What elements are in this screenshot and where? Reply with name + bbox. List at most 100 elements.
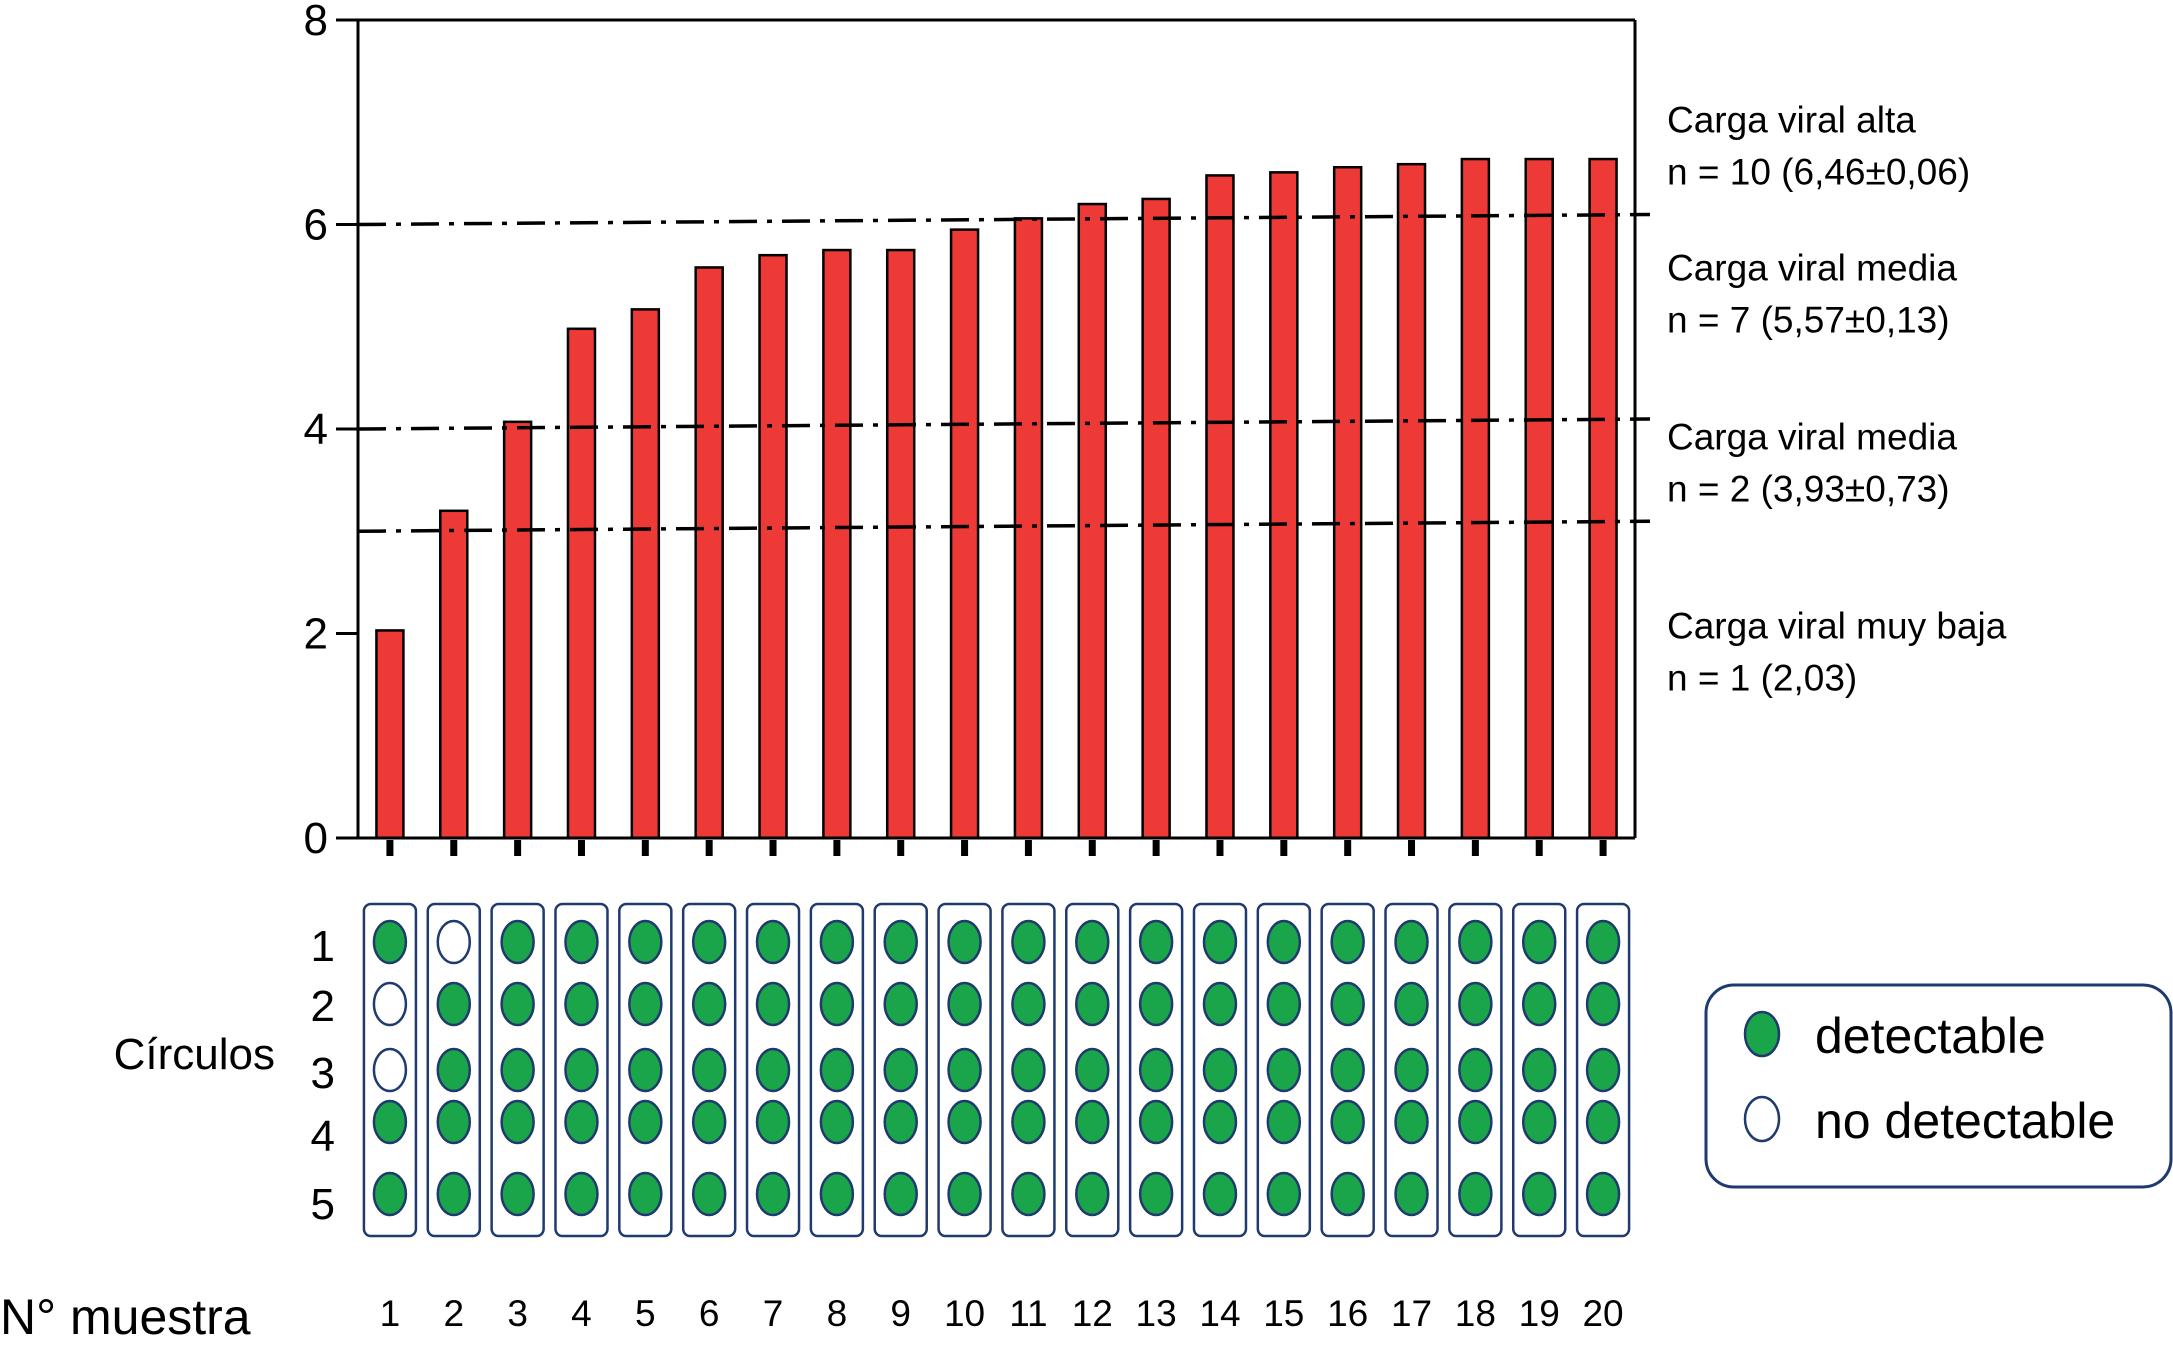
detected-circle-7-4: [755, 1099, 791, 1145]
sample-number-7: 7: [763, 1293, 784, 1334]
bar-sample-2: [439, 509, 469, 840]
detected-circle-10-4: [947, 1099, 982, 1145]
undetected-circle-2-1: [436, 919, 472, 965]
detected-circle-13-1: [1138, 919, 1174, 965]
detected-circle-9-4: [883, 1099, 918, 1145]
detected-circle-18-1: [1458, 919, 1493, 965]
detected-circle-12-4: [1075, 1099, 1110, 1145]
detected-circle-18-4: [1458, 1099, 1493, 1145]
detected-circle-14-3: [1202, 1047, 1238, 1093]
legend-box: [1704, 983, 2173, 1189]
detected-circle-16-3: [1330, 1047, 1365, 1093]
annotation-1-title: Carga viral alta: [1667, 99, 1916, 140]
detected-circle-3-4: [500, 1099, 535, 1145]
bar-sample-18: [1460, 157, 1491, 840]
bar-sample-8: [822, 248, 852, 840]
sample-number-20: 20: [1582, 1293, 1623, 1334]
detected-circle-1-4: [372, 1099, 408, 1145]
detected-circle-2-3: [436, 1047, 472, 1093]
legend-detectable-marker: [1743, 1010, 1781, 1058]
detected-circle-15-5: [1266, 1171, 1302, 1217]
detected-circle-5-3: [628, 1047, 663, 1093]
detected-circle-12-1: [1075, 919, 1110, 965]
detected-circle-5-2: [628, 981, 663, 1027]
bar-sample-9: [885, 248, 916, 840]
detected-circle-11-5: [1011, 1171, 1046, 1217]
detected-circle-11-2: [1011, 981, 1046, 1027]
detected-circle-4-4: [564, 1099, 599, 1145]
detected-circle-8-5: [819, 1171, 855, 1217]
sample-number-16: 16: [1327, 1293, 1368, 1334]
sample-number-3: 3: [507, 1293, 528, 1334]
detected-circle-7-2: [755, 981, 791, 1027]
legend-not-detectable-marker: [1743, 1095, 1781, 1143]
bar-sample-19: [1524, 157, 1554, 840]
detected-circle-14-5: [1202, 1171, 1238, 1217]
detected-circle-15-2: [1266, 981, 1302, 1027]
bar-sample-13: [1141, 197, 1171, 840]
y-tick-label-2: 2: [304, 610, 328, 659]
detected-circle-10-5: [947, 1171, 982, 1217]
sample-number-19: 19: [1519, 1293, 1560, 1334]
detected-circle-12-3: [1075, 1047, 1110, 1093]
bar-sample-4: [566, 327, 597, 840]
detected-circle-13-5: [1138, 1171, 1174, 1217]
detected-circle-18-5: [1458, 1171, 1493, 1217]
detected-circle-4-1: [564, 919, 599, 965]
bar-sample-17: [1396, 162, 1427, 840]
bar-sample-14: [1205, 174, 1235, 840]
annotation-3-count: n = 2 (3,93±0,73): [1667, 468, 1950, 509]
sample-number-2: 2: [443, 1293, 464, 1334]
bar-sample-16: [1332, 165, 1363, 840]
legend-not-detectable-label: no detectable: [1815, 1093, 2115, 1149]
detected-circle-18-2: [1458, 981, 1493, 1027]
detected-circle-6-5: [691, 1171, 727, 1217]
detected-circle-3-2: [500, 981, 535, 1027]
bar-sample-3: [502, 420, 533, 840]
detected-circle-9-2: [883, 981, 918, 1027]
detected-circle-19-3: [1521, 1047, 1557, 1093]
detected-circle-19-5: [1521, 1171, 1557, 1217]
sample-number-4: 4: [571, 1293, 592, 1334]
bar-sample-1: [375, 629, 405, 840]
detected-circle-17-5: [1394, 1171, 1429, 1217]
detected-circle-9-1: [883, 919, 918, 965]
detected-circle-5-5: [628, 1171, 663, 1217]
sample-number-13: 13: [1136, 1293, 1177, 1334]
detected-circle-17-1: [1394, 919, 1429, 965]
detected-circle-17-4: [1394, 1099, 1429, 1145]
detected-circle-11-4: [1011, 1099, 1046, 1145]
detected-circle-17-2: [1394, 981, 1429, 1027]
detected-circle-3-3: [500, 1047, 535, 1093]
detected-circle-16-1: [1330, 919, 1365, 965]
detected-circle-6-4: [691, 1099, 727, 1145]
detected-circle-15-4: [1266, 1099, 1302, 1145]
detected-circle-10-2: [947, 981, 982, 1027]
detected-circle-10-1: [947, 919, 982, 965]
detected-circle-19-4: [1521, 1099, 1557, 1145]
detected-circle-4-3: [564, 1047, 599, 1093]
sample-number-10: 10: [944, 1293, 985, 1334]
sample-number-15: 15: [1263, 1293, 1304, 1334]
y-tick-label-6: 6: [304, 201, 328, 250]
detected-circle-10-3: [947, 1047, 982, 1093]
bar-sample-11: [1013, 217, 1044, 840]
sample-number-18: 18: [1455, 1293, 1496, 1334]
annotation-2-count: n = 7 (5,57±0,13): [1667, 300, 1950, 341]
detected-circle-1-5: [372, 1171, 408, 1217]
detected-circle-14-4: [1202, 1099, 1238, 1145]
detected-circle-15-3: [1266, 1047, 1302, 1093]
detected-circle-2-4: [436, 1099, 472, 1145]
detected-circle-20-2: [1585, 981, 1621, 1027]
annotation-2-title: Carga viral media: [1667, 248, 1957, 289]
detected-circle-1-1: [372, 919, 408, 965]
detected-circle-7-5: [755, 1171, 791, 1217]
sample-number-8: 8: [827, 1293, 848, 1334]
bar-plot: 0 2 4 6 8 Carga viral alta n = 10 (6,46±0,06) C…: [304, 0, 2007, 863]
circle-row-label-3: 3: [311, 1049, 335, 1098]
legend-detectable-label: detectable: [1815, 1008, 2046, 1064]
sample-number-14: 14: [1199, 1293, 1240, 1334]
detected-circle-12-5: [1075, 1171, 1110, 1217]
detected-circle-8-4: [819, 1099, 855, 1145]
